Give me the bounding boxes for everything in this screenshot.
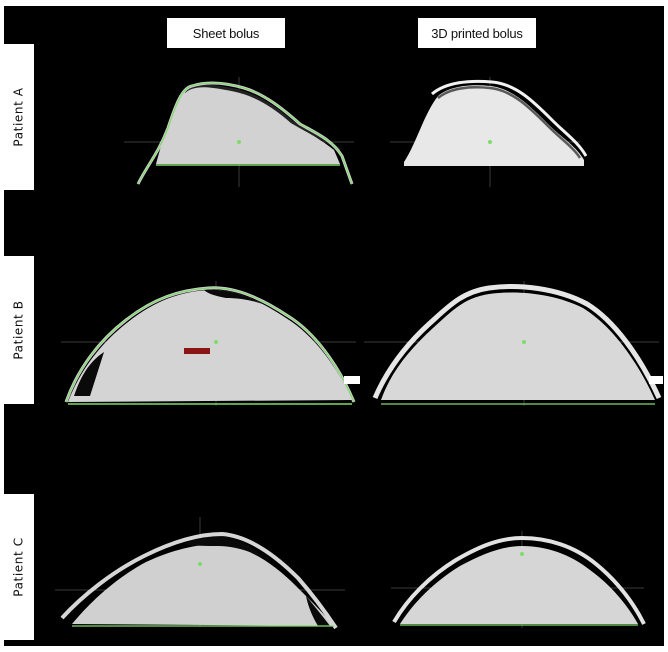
ct-patient-b-3d-printed-bolus <box>364 281 663 406</box>
row-label-patient-c: Patient C <box>4 494 34 640</box>
row-label-patient-a: Patient A <box>4 44 34 190</box>
row-label-patient-b-text: Patient B <box>12 300 27 360</box>
ct-patient-a-sheet-bolus <box>124 77 354 187</box>
row-label-patient-a-text: Patient A <box>12 87 26 147</box>
ct-patient-c-3d-printed-bolus <box>391 531 646 628</box>
row-label-patient-c-text: Patient C <box>12 537 27 597</box>
ct-patient-a-3d-printed-bolus <box>390 77 588 187</box>
ct-patient-c-sheet-bolus <box>55 517 345 630</box>
column-header-3d-printed-bolus: 3D printed bolus <box>418 18 536 48</box>
row-label-patient-b: Patient B <box>4 256 34 404</box>
column-header-sheet-bolus: Sheet bolus <box>167 18 285 48</box>
ct-patient-b-sheet-bolus <box>61 281 360 406</box>
figure-canvas: Sheet bolus 3D printed bolus Patient A P… <box>4 6 664 646</box>
